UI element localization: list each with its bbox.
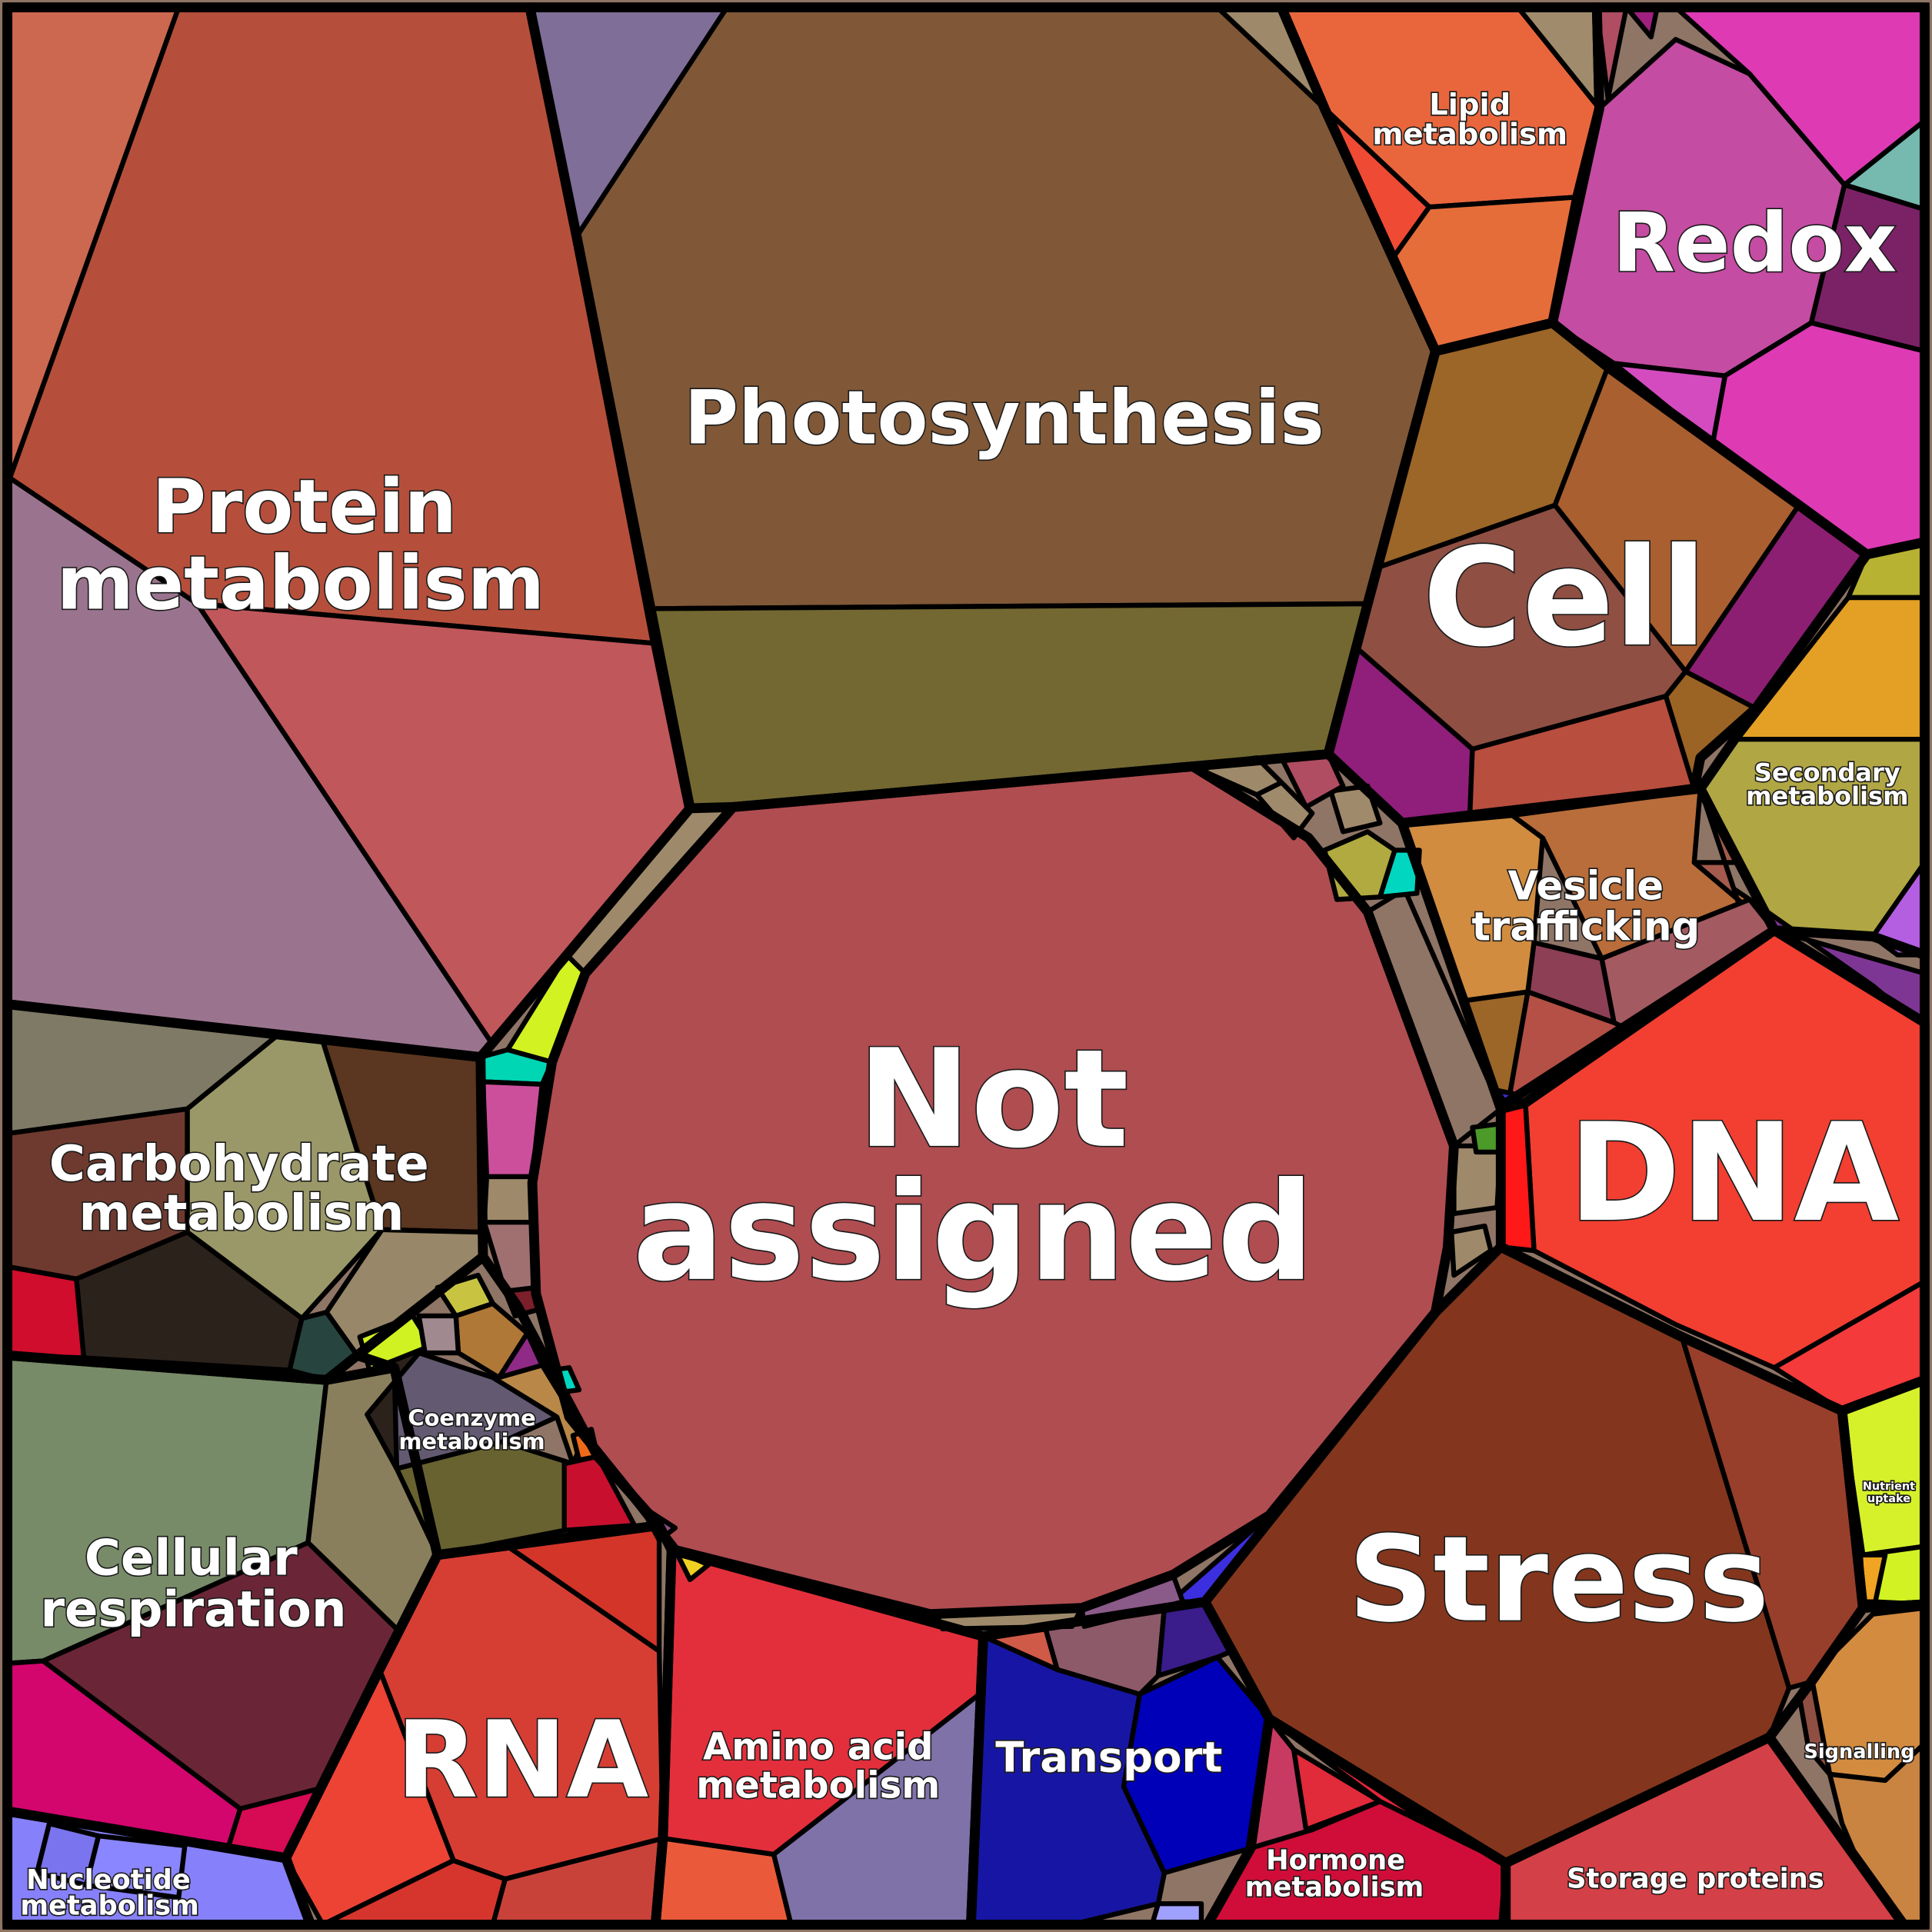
cell-nucleotide-c: [83, 1833, 188, 1900]
label-storage-proteins: Storage proteins: [1567, 1863, 1824, 1894]
label-nucleotide-metabolism-1: Nucleotide: [26, 1864, 191, 1896]
cell-na-k: [1377, 848, 1422, 900]
label-dna: DNA: [1568, 1094, 1899, 1252]
label-hormone-metabolism-2: metabolism: [1245, 1872, 1424, 1904]
label-cellular-respiration-2: respiration: [40, 1582, 346, 1639]
labels: Photosynthesis Protein metabolism Lipid …: [19, 86, 1917, 1923]
label-nutrient-uptake-2: uptake: [1867, 1493, 1910, 1505]
label-photosynthesis: Photosynthesis: [685, 375, 1324, 461]
label-not-assigned-1: Not: [858, 1020, 1129, 1178]
label-vesicle-trafficking-2: trafficking: [1471, 904, 1700, 950]
label-carbohydrate-metabolism-2: metabolism: [79, 1185, 405, 1242]
region-redox: [1550, 5, 1927, 558]
label-protein-metabolism-1: Protein: [152, 464, 457, 550]
label-nutrient-uptake-1: Nutrient: [1863, 1481, 1915, 1493]
label-lipid-metabolism-1: Lipid: [1429, 88, 1511, 122]
label-amino-acid-metabolism-2: metabolism: [696, 1764, 940, 1807]
cell-na-f: [481, 1174, 535, 1225]
label-cellular-respiration-1: Cellular: [85, 1530, 298, 1587]
label-carbohydrate-metabolism-1: Carbohydrate: [49, 1136, 429, 1193]
label-signalling: Signalling: [1804, 1740, 1914, 1764]
label-secondary-metabolism-2: metabolism: [1746, 781, 1908, 811]
label-redox: Redox: [1613, 195, 1897, 290]
label-secondary-metabolism-1: Secondary: [1754, 758, 1900, 788]
cell-photo-a: [574, 5, 1438, 611]
region-cell: [1325, 320, 1870, 826]
region-signalling: [1796, 1605, 1927, 1927]
cell-coenz-j: [496, 1331, 545, 1381]
region-carbohydrate-metabolism: [5, 1001, 486, 1383]
label-lipid-metabolism-2: metabolism: [1372, 117, 1567, 152]
label-nucleotide-metabolism-2: metabolism: [20, 1890, 199, 1922]
cell-dna-c: [1498, 1100, 1537, 1254]
label-coenzyme-metabolism-2: metabolism: [398, 1428, 545, 1454]
label-vesicle-trafficking-1: Vesicle: [1508, 863, 1664, 909]
label-hormone-metabolism-1: Hormone: [1266, 1844, 1405, 1876]
label-stress: Stress: [1348, 1511, 1769, 1649]
label-protein-metabolism-2: metabolism: [57, 540, 545, 626]
label-amino-acid-metabolism-1: Amino acid: [703, 1726, 933, 1769]
label-coenzyme-metabolism-1: Coenzyme: [408, 1405, 535, 1431]
label-rna: RNA: [396, 1699, 648, 1822]
cell-coenz-h: [416, 1313, 461, 1356]
label-transport: Transport: [995, 1733, 1222, 1782]
label-cell: Cell: [1423, 518, 1707, 677]
label-not-assigned-2: assigned: [632, 1153, 1314, 1311]
cell-na-p: [1451, 1143, 1504, 1217]
cell-carb-f: [5, 1264, 87, 1361]
